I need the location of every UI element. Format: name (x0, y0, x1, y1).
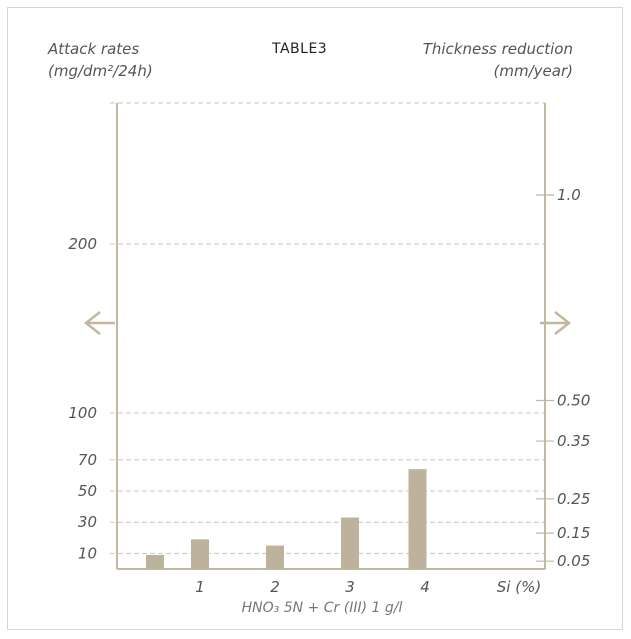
x-tick-label: 1 (195, 578, 205, 596)
x-axis-label: Si (%) (497, 578, 541, 596)
x-tick-label: 2 (270, 578, 280, 596)
left-tick-label: 30 (78, 513, 97, 531)
right-tick-label: 1.0 (557, 186, 581, 204)
bar (146, 554, 164, 569)
x-tick-label: 4 (420, 578, 430, 596)
left-tick-label: 200 (68, 235, 97, 253)
bar (266, 545, 284, 569)
x-tick-label: 3 (345, 578, 355, 596)
left-axis-label-line1: Attack rates (48, 40, 140, 58)
left-axis-label-line2: (mg/dm²/24h) (48, 62, 153, 80)
chart-frame (7, 7, 623, 630)
right-tick-label: 0.50 (557, 392, 590, 410)
left-tick-label: 10 (78, 544, 97, 562)
right-tick-label: 0.25 (557, 490, 590, 508)
bar (191, 539, 209, 569)
right-axis-label-line1: Thickness reduction (422, 40, 573, 58)
right-axis-label-line2: (mm/year) (493, 62, 573, 80)
right-tick-label: 0.15 (557, 524, 590, 542)
bar (408, 469, 427, 569)
bar (341, 517, 359, 569)
chart-caption: HNO₃ 5N + Cr (III) 1 g/l (242, 600, 403, 616)
left-tick-label: 100 (68, 404, 97, 422)
left-arrow-icon (83, 311, 115, 335)
chart-title: TABLE3 (272, 41, 328, 57)
right-tick-label: 0.05 (557, 552, 590, 570)
right-tick-label: 0.35 (557, 432, 590, 450)
left-tick-label: 50 (78, 482, 97, 500)
left-tick-label: 70 (78, 451, 97, 469)
right-arrow-icon (540, 311, 572, 335)
